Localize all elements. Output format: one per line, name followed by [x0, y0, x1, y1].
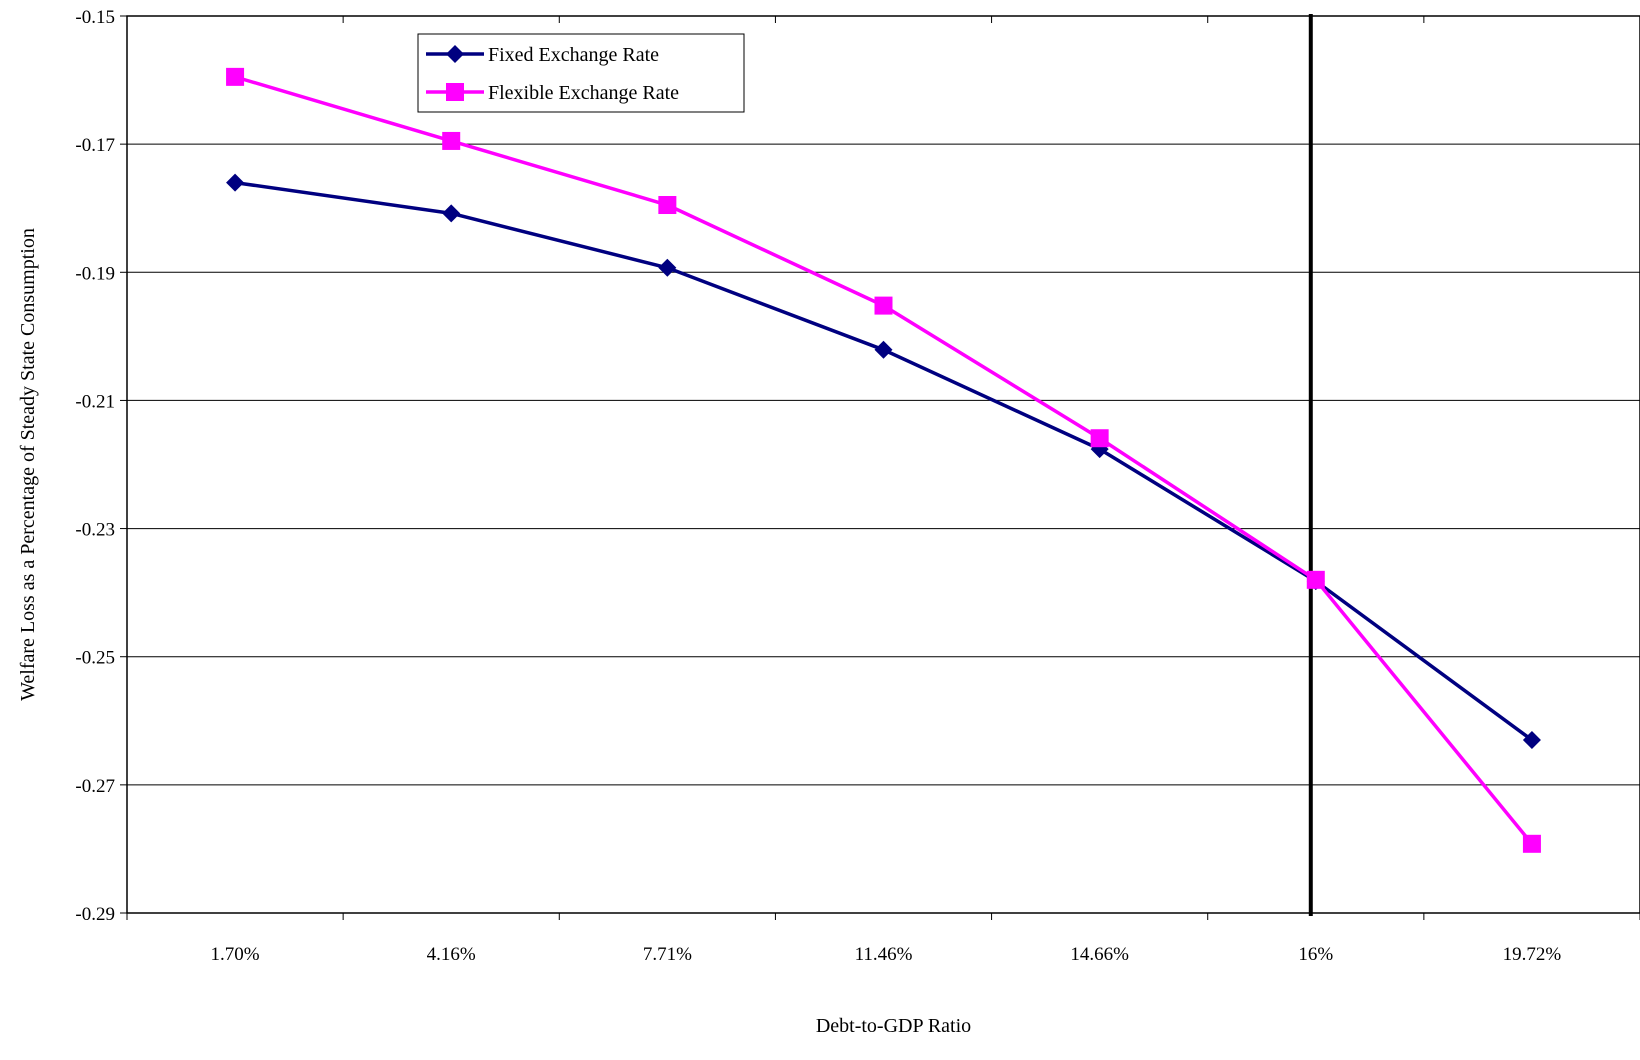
legend-item: Fixed Exchange Rate	[426, 44, 659, 66]
data-point	[1522, 731, 1541, 750]
y-tick-label: -0.19	[75, 263, 115, 284]
data-point	[658, 258, 677, 277]
data-point	[226, 173, 245, 192]
y-tick-label: -0.27	[75, 776, 115, 797]
x-tick-label: 11.46%	[855, 944, 913, 965]
x-tick-label: 14.66%	[1070, 944, 1129, 965]
x-tick-label: 16%	[1298, 944, 1333, 965]
legend-box	[417, 33, 745, 113]
y-tick-label: -0.23	[75, 520, 115, 541]
data-point	[658, 196, 677, 215]
x-tick-label: 1.70%	[211, 944, 260, 965]
y-axis-title: Welfare Loss as a Percentage of Steady S…	[17, 228, 39, 701]
y-tick-label: -0.15	[75, 7, 115, 28]
legend-label: Fixed Exchange Rate	[488, 44, 659, 66]
y-tick-label: -0.25	[75, 648, 115, 669]
x-tick-label: 4.16%	[427, 944, 476, 965]
x-tick-label: 19.72%	[1503, 944, 1562, 965]
gridlines	[127, 15, 1640, 914]
data-point	[226, 67, 245, 86]
legend-item: Flexible Exchange Rate	[426, 82, 679, 104]
legend: Fixed Exchange Rate Flexible Exchange Rat…	[417, 33, 745, 113]
series-line	[234, 75, 1534, 845]
data-point	[442, 204, 461, 223]
series-2	[226, 67, 1541, 853]
plot-area	[126, 15, 1640, 914]
legend-marker	[446, 45, 464, 63]
series-layer	[226, 67, 1541, 853]
data-point	[874, 340, 893, 359]
x-axis-tick-labels: 1.70% 4.16% 7.71% 11.46% 14.66% 16% 19.72%	[211, 944, 1562, 965]
x-axis-tick-marks	[126, 16, 1640, 920]
data-point	[1090, 429, 1109, 448]
data-point	[1306, 570, 1325, 589]
y-tick-label: -0.21	[75, 391, 115, 412]
legend-label: Flexible Exchange Rate	[488, 82, 679, 104]
series-1	[226, 173, 1541, 750]
y-tick-label: -0.17	[75, 135, 115, 156]
x-tick-label: 7.71%	[643, 944, 692, 965]
legend-marker	[446, 83, 464, 101]
data-point	[1522, 834, 1541, 853]
data-point	[874, 296, 893, 315]
y-tick-label: -0.29	[75, 904, 115, 925]
data-point	[442, 131, 461, 150]
x-axis-title: Debt-to-GDP Ratio	[816, 1015, 971, 1037]
y-axis-tick-labels: -0.15 -0.17 -0.19 -0.21 -0.23 -0.25 -0.27 -0.29	[75, 7, 127, 925]
